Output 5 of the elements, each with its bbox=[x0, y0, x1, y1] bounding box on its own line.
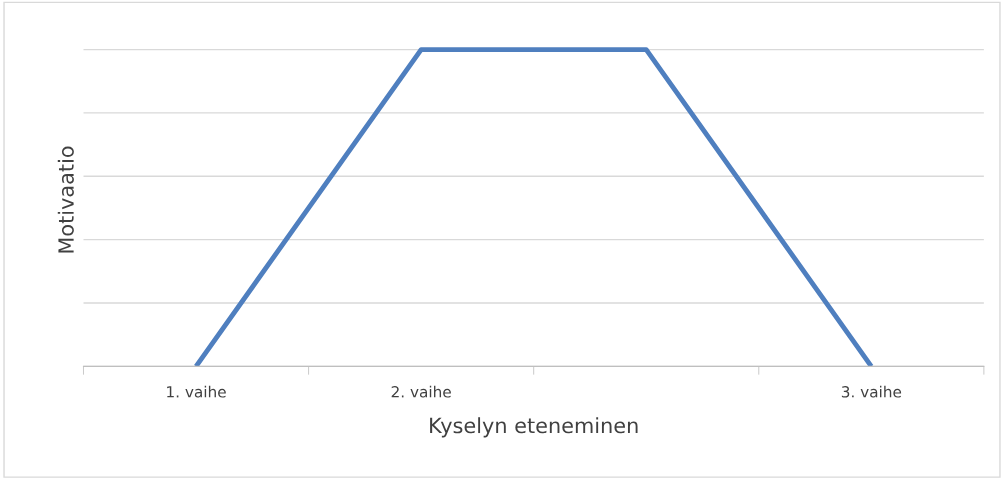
x-axis-title: Kyselyn eteneminen bbox=[430, 417, 638, 438]
y-axis-title: Motivaatio bbox=[57, 146, 74, 253]
x-tick-label: 3. vaihe bbox=[841, 385, 902, 398]
x-tick-label: 1. vaihe bbox=[167, 385, 226, 398]
x-tick-label: 2. vaihe bbox=[391, 385, 451, 398]
